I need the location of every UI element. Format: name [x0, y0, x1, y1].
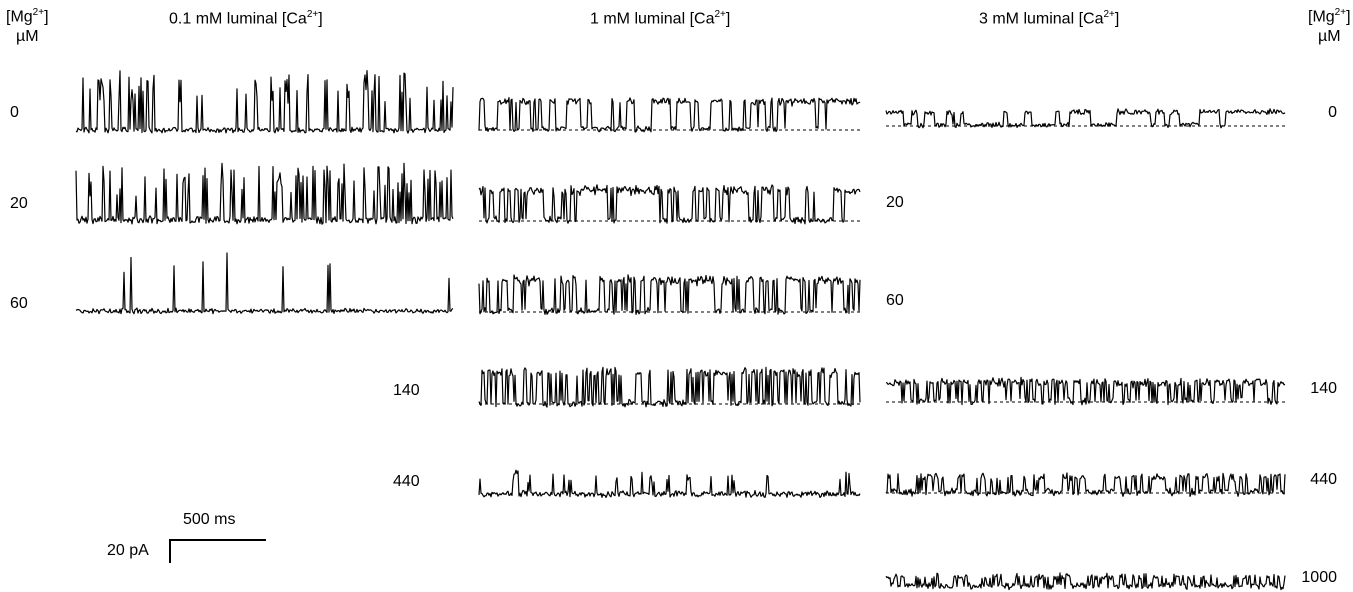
row-label-60: 60 — [10, 295, 28, 312]
trace-c3-mg140 — [885, 376, 1286, 406]
row-label-20: 20 — [10, 195, 28, 212]
row-label-right-140: 140 — [1310, 380, 1337, 397]
trace-c2-mg440 — [478, 469, 861, 499]
row-label-440: 440 — [393, 473, 420, 490]
trace-c3-mg0 — [885, 108, 1286, 129]
trace-c2-mg0 — [478, 97, 861, 133]
row-label-0: 0 — [10, 104, 19, 121]
row-label-20-col3: 20 — [886, 194, 904, 211]
trace-c2-mg140 — [478, 366, 861, 408]
column-title-1mm: 1 mM luminal [Ca2+] — [590, 9, 731, 28]
row-label-right-1000: 1000 — [1301, 569, 1337, 586]
trace-c1-mg60 — [75, 252, 454, 315]
row-label-right-440: 440 — [1310, 471, 1337, 488]
row-label-60-col3: 60 — [886, 292, 904, 309]
column-title-3mm: 3 mM luminal [Ca2+] — [979, 9, 1120, 28]
scale-bar-current-label: 20 pA — [107, 542, 149, 559]
column-title-0-1mm: 0.1 mM luminal [Ca2+] — [169, 9, 323, 28]
scale-bar-time-label: 500 ms — [183, 511, 236, 528]
mg-header-left: [Mg2+] µM — [6, 7, 49, 46]
row-label-right-0: 0 — [1328, 104, 1337, 121]
trace-c3-mg440 — [885, 472, 1286, 497]
mg-header-right: [Mg2+] µM — [1308, 7, 1351, 46]
trace-c1-mg0 — [75, 70, 454, 134]
trace-c1-mg20 — [75, 162, 454, 225]
row-label-140: 140 — [393, 382, 420, 399]
trace-c2-mg60 — [478, 274, 861, 315]
trace-c2-mg20 — [478, 184, 861, 225]
trace-c3-mg1000 — [885, 572, 1286, 591]
scale-bar — [169, 539, 266, 563]
